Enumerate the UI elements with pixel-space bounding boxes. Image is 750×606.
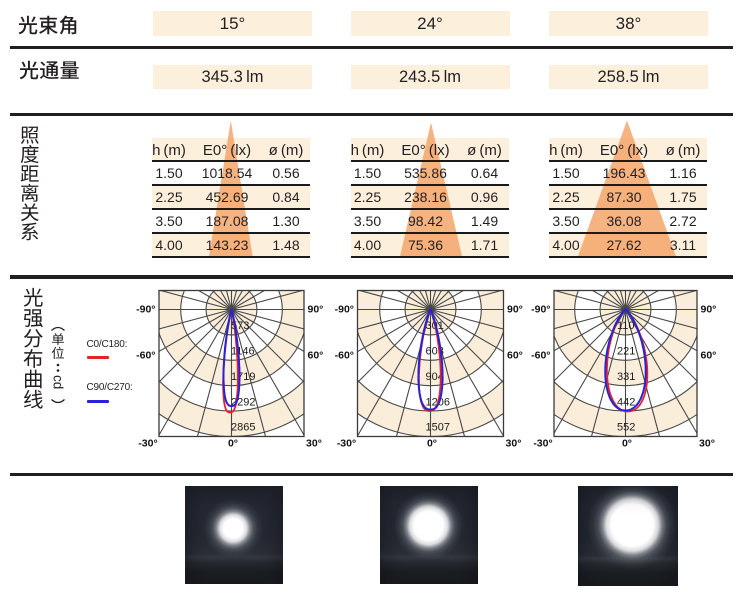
svg-text:60°: 60° <box>308 350 324 362</box>
svg-text:-30°: -30° <box>533 438 552 450</box>
svg-text:30°: 30° <box>306 438 322 450</box>
svg-text:60°: 60° <box>507 350 523 362</box>
svg-text:30°: 30° <box>699 438 715 450</box>
svg-text:904: 904 <box>426 371 444 383</box>
svg-text:-90°: -90° <box>136 304 155 316</box>
svg-text:0°: 0° <box>622 438 632 450</box>
svg-text:-90°: -90° <box>335 304 354 316</box>
svg-text:-30°: -30° <box>138 438 157 450</box>
svg-text:-60°: -60° <box>136 350 155 362</box>
svg-text:60°: 60° <box>701 350 717 362</box>
svg-text:-60°: -60° <box>531 350 550 362</box>
svg-text:221: 221 <box>617 346 635 358</box>
svg-text:110: 110 <box>617 320 635 332</box>
svg-text:1507: 1507 <box>426 422 450 434</box>
svg-text:2865: 2865 <box>231 422 255 434</box>
svg-text:0°: 0° <box>228 438 238 450</box>
svg-text:1719: 1719 <box>231 371 255 383</box>
svg-text:331: 331 <box>617 371 635 383</box>
svg-text:442: 442 <box>617 396 635 408</box>
svg-text:-90°: -90° <box>531 304 550 316</box>
svg-text:1146: 1146 <box>231 346 255 358</box>
svg-text:90°: 90° <box>701 304 717 316</box>
svg-text:552: 552 <box>617 422 635 434</box>
svg-text:cd: cd <box>51 375 66 389</box>
svg-text:90°: 90° <box>308 304 324 316</box>
svg-text:-30°: -30° <box>337 438 356 450</box>
svg-text:-60°: -60° <box>335 350 354 362</box>
svg-text:0°: 0° <box>427 438 437 450</box>
svg-text:90°: 90° <box>507 304 523 316</box>
svg-text:30°: 30° <box>506 438 522 450</box>
